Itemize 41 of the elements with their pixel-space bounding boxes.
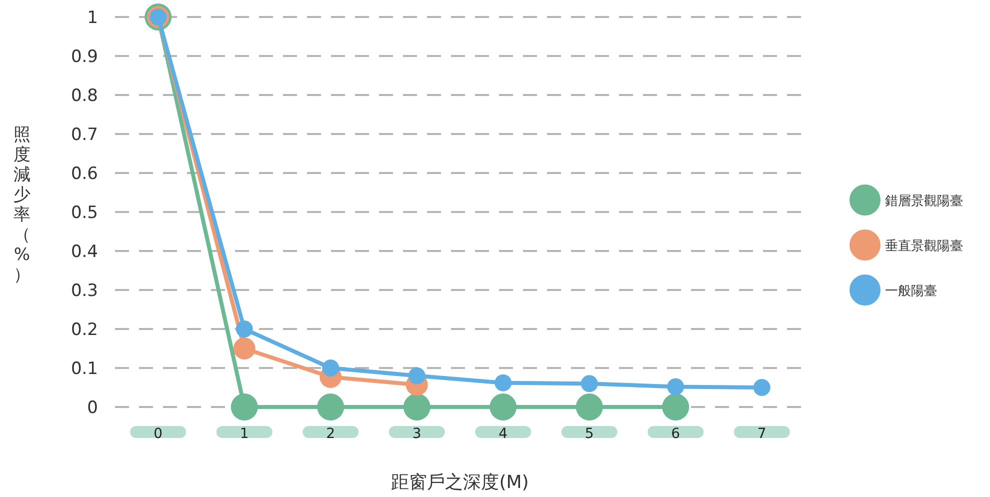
legend-item: 垂直景觀陽臺	[850, 230, 963, 260]
y-tick-label: 0.2	[70, 320, 98, 340]
y-tick-label: 0.7	[70, 125, 98, 145]
y-tick-label: 0.3	[70, 281, 98, 301]
y-tick-label: 0	[87, 398, 98, 418]
x-tick-label: 3	[412, 426, 422, 442]
y-axis-title: 照度減少率（%）	[14, 125, 30, 285]
legend-item: 錯層景觀陽臺	[850, 184, 963, 216]
x-axis-title: 距窗戶之深度(M)	[391, 472, 529, 493]
x-tick-label: 6	[671, 426, 680, 442]
y-tick-label: 0.6	[70, 164, 98, 184]
point	[662, 394, 690, 420]
y-tick-label: 0.8	[70, 86, 98, 106]
point	[753, 379, 770, 396]
legend-label: 錯層景觀陽臺	[885, 194, 963, 209]
point	[236, 320, 253, 338]
legend-label: 垂直景觀陽臺	[885, 239, 963, 254]
point	[230, 394, 258, 420]
legend-item: 一般陽臺	[850, 274, 937, 306]
y-tick-label: 0.9	[70, 47, 98, 67]
y-tick-label: 0.4	[70, 242, 98, 262]
y-tick-label: 0.5	[70, 203, 98, 223]
y-tick-label: 0.1	[70, 359, 98, 379]
point	[576, 394, 603, 420]
x-tick-label: 2	[326, 426, 336, 442]
x-tick-label: 5	[584, 426, 594, 442]
x-tick-label: 4	[498, 426, 508, 442]
point	[403, 394, 430, 420]
point	[494, 374, 512, 392]
point	[233, 338, 256, 360]
point	[580, 375, 598, 392]
point	[322, 360, 340, 376]
point	[490, 394, 517, 420]
point	[317, 394, 344, 420]
point	[408, 367, 426, 384]
legend-label: 一般陽臺	[885, 284, 937, 299]
y-tick-label: 1	[87, 8, 98, 28]
x-tick-label: 7	[757, 426, 766, 442]
point	[667, 378, 684, 396]
x-tick-label: 0	[154, 426, 163, 442]
x-tick-label: 1	[240, 426, 249, 442]
